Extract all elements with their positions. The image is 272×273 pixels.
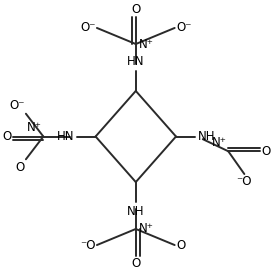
Text: O⁻: O⁻: [176, 22, 191, 34]
Text: O: O: [131, 3, 140, 16]
Text: O⁻: O⁻: [9, 99, 24, 112]
Text: N⁺: N⁺: [139, 222, 154, 236]
Text: HN: HN: [127, 55, 144, 68]
Text: O: O: [15, 161, 24, 174]
Text: ⁻O: ⁻O: [80, 239, 95, 251]
Text: N⁺: N⁺: [139, 37, 154, 51]
Text: O: O: [176, 239, 185, 251]
Text: O: O: [2, 130, 11, 143]
Text: ⁻O: ⁻O: [237, 175, 252, 188]
Text: NH: NH: [197, 130, 215, 143]
Text: NH: NH: [127, 205, 144, 218]
Text: HN: HN: [57, 130, 74, 143]
Text: O: O: [261, 145, 270, 158]
Text: O⁻: O⁻: [80, 22, 95, 34]
Text: O: O: [131, 257, 140, 270]
Text: N⁺: N⁺: [212, 136, 227, 149]
Text: N⁺: N⁺: [27, 121, 42, 134]
